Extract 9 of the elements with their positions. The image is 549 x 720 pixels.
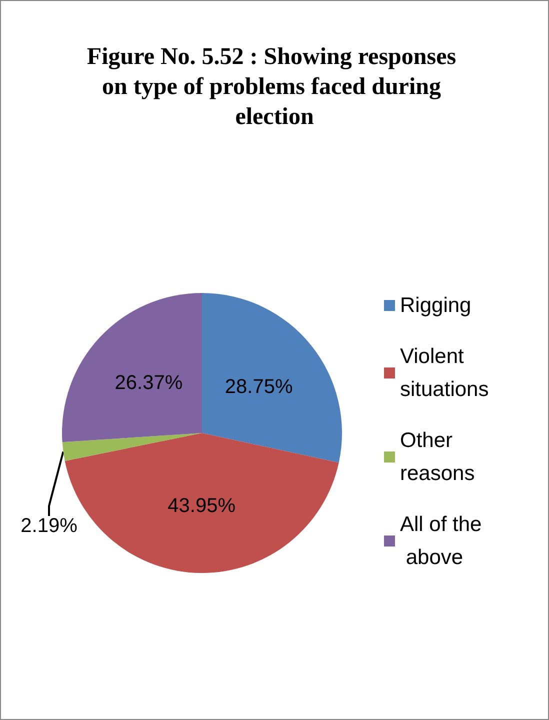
legend-label: Rigging xyxy=(400,294,472,317)
data-label: 28.75% xyxy=(224,376,293,398)
data-label: 26.37% xyxy=(114,372,183,394)
legend-label: All of the above xyxy=(400,513,482,569)
data-label: 43.95% xyxy=(168,495,236,517)
legend-label: Violent situations xyxy=(400,345,489,401)
legend-label: Other reasons xyxy=(400,429,475,485)
data-label: 2.19% xyxy=(20,515,78,537)
chart-title: Figure No. 5.52 : Showing responses on type of problems faced during election xyxy=(86,44,462,130)
